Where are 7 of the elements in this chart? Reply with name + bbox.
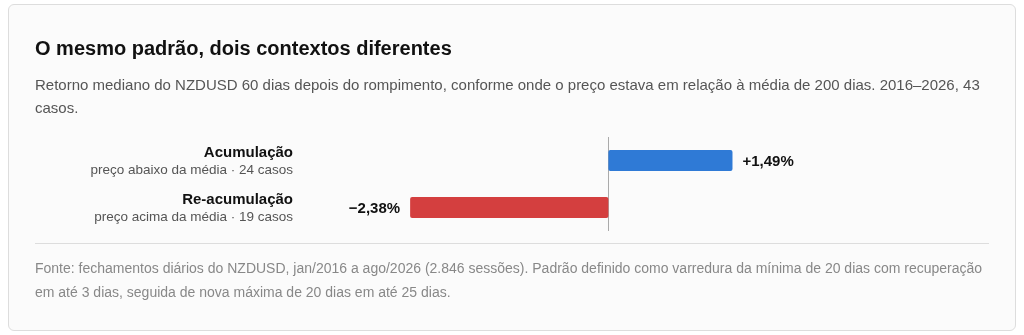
text: O mesmo padrão, dois contextos diferentes — [35, 36, 453, 61]
data-label: −2,38% — [348, 199, 401, 216]
y-tick-label: Acumulação preço abaixo da média · 24 casos — [90, 143, 294, 177]
y-tick-label: Re-acumulação preço acima da média · 19 casos — [94, 190, 294, 224]
source-note: Fonte: fechamentos diários do NZDUSD, jan/2016 a ago/2026 (2.846 sessões). Padrão definido como varredura da mínima de 20 dias com recuperação em até 3 dias, seguida de nova máxima de 20 dias em até 25 dias. — [35, 259, 984, 302]
data-label: +1,49% — [742, 152, 794, 169]
chart-subtitle: Retorno mediano do NZDUSD 60 dias depois do rompimento, conforme onde o preço estava em relação à média de 200 dias. 2016–2026, 43 casos. — [35, 75, 981, 118]
